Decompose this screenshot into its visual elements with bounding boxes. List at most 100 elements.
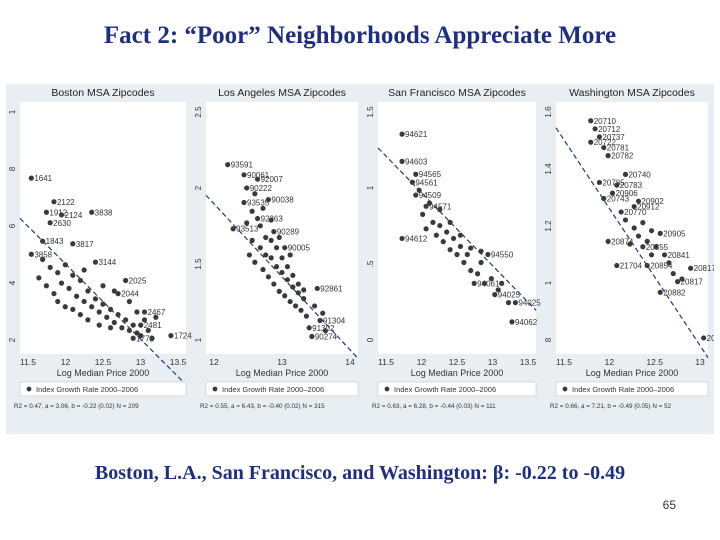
- data-point: [81, 298, 87, 305]
- data-point: [670, 270, 676, 277]
- data-point: [292, 303, 299, 309]
- point-label: 94062: [515, 318, 538, 327]
- point-label: 90005: [288, 244, 311, 253]
- legend-box: [377, 381, 537, 397]
- y-tick-label: 2: [8, 337, 17, 342]
- data-point: [40, 238, 46, 244]
- point-label: 20770: [624, 208, 647, 217]
- data-point: [478, 259, 484, 266]
- point-label: 21704: [620, 262, 643, 271]
- data-point: [601, 144, 607, 151]
- data-point: [55, 298, 61, 305]
- point-label: 20874: [611, 237, 634, 246]
- data-point: [679, 276, 685, 282]
- point-label: 1912: [49, 208, 67, 217]
- data-point: [107, 306, 114, 312]
- data-point: [675, 279, 681, 285]
- data-point: [249, 208, 255, 214]
- data-point: [509, 319, 515, 325]
- data-point: [454, 251, 460, 258]
- data-point: [282, 245, 288, 251]
- data-point: [115, 312, 121, 318]
- data-point: [409, 179, 415, 185]
- legend-label: Index Growth Rate 2000–2006: [394, 385, 496, 394]
- data-point: [268, 217, 274, 223]
- data-point: [648, 252, 655, 258]
- point-label: 92007: [261, 175, 284, 184]
- legend-marker: [26, 386, 32, 392]
- x-tick-label: 13.5: [520, 357, 537, 367]
- point-label: 93591: [231, 161, 254, 170]
- point-label: 20737: [602, 133, 625, 142]
- slide-title: Fact 2: “Poor” Neighborhoods Appreciate …: [103, 22, 617, 49]
- data-point: [701, 335, 707, 341]
- x-tick-label: 11.5: [20, 357, 36, 367]
- x-tick-label: 13: [277, 357, 287, 367]
- data-point: [254, 215, 261, 222]
- data-point: [123, 277, 129, 284]
- point-label: 90274: [315, 333, 338, 342]
- data-point: [246, 252, 253, 258]
- point-label: 94571: [429, 202, 452, 211]
- data-point: [605, 238, 611, 245]
- y-tick-label: 1.2: [544, 220, 553, 232]
- data-point: [640, 244, 646, 250]
- data-point: [268, 255, 274, 261]
- point-label: 94509: [419, 191, 442, 200]
- point-label: 20841: [668, 251, 691, 260]
- data-point: [399, 158, 405, 164]
- point-label: 20854: [707, 334, 714, 343]
- data-point: [40, 256, 46, 263]
- data-point: [618, 209, 624, 215]
- data-point: [51, 291, 57, 297]
- point-label: 90289: [277, 228, 300, 237]
- data-point: [123, 317, 129, 323]
- data-point: [241, 199, 247, 206]
- data-point: [290, 272, 296, 278]
- point-label: 3858: [34, 250, 52, 259]
- data-point: [141, 309, 148, 315]
- data-point: [70, 306, 76, 312]
- data-point: [130, 322, 136, 328]
- data-point: [138, 322, 144, 328]
- point-label: 94550: [491, 250, 514, 259]
- data-point: [225, 162, 231, 168]
- data-point: [92, 259, 99, 265]
- data-point: [58, 212, 65, 218]
- los-angeles-scatter-chart: Los Angeles MSA Zipcodes 1 1.5 2 2.5 12 13 14 Lo…: [194, 87, 359, 410]
- data-point: [499, 280, 505, 286]
- data-point: [92, 296, 99, 302]
- point-label: 94061: [477, 279, 500, 288]
- data-point: [130, 335, 136, 341]
- data-point: [271, 281, 277, 287]
- data-point: [111, 319, 117, 326]
- data-point: [631, 225, 637, 231]
- data-point: [640, 220, 646, 226]
- data-point: [279, 269, 285, 276]
- data-point: [492, 292, 498, 298]
- x-tick-label: 13: [695, 357, 705, 367]
- data-point: [273, 245, 280, 251]
- data-point: [488, 275, 494, 282]
- data-point: [36, 275, 42, 281]
- data-point: [416, 187, 422, 193]
- data-point: [62, 304, 68, 310]
- fit-line: [377, 147, 537, 311]
- data-point: [168, 333, 174, 339]
- x-tick-label: 12: [209, 357, 219, 367]
- x-tick-label: 12: [605, 357, 615, 367]
- point-label: 20817: [694, 264, 714, 273]
- data-point: [309, 333, 315, 340]
- data-point: [653, 244, 659, 250]
- data-point: [43, 209, 50, 215]
- data-point: [28, 251, 34, 257]
- data-point: [420, 211, 426, 217]
- y-tick-label: 1: [544, 280, 553, 285]
- data-point: [306, 325, 312, 331]
- data-point: [468, 245, 474, 251]
- data-point: [485, 251, 491, 258]
- data-point: [43, 283, 50, 289]
- x-tick-label: 12: [417, 357, 427, 367]
- data-point: [303, 313, 310, 319]
- point-label: 20817: [681, 278, 704, 287]
